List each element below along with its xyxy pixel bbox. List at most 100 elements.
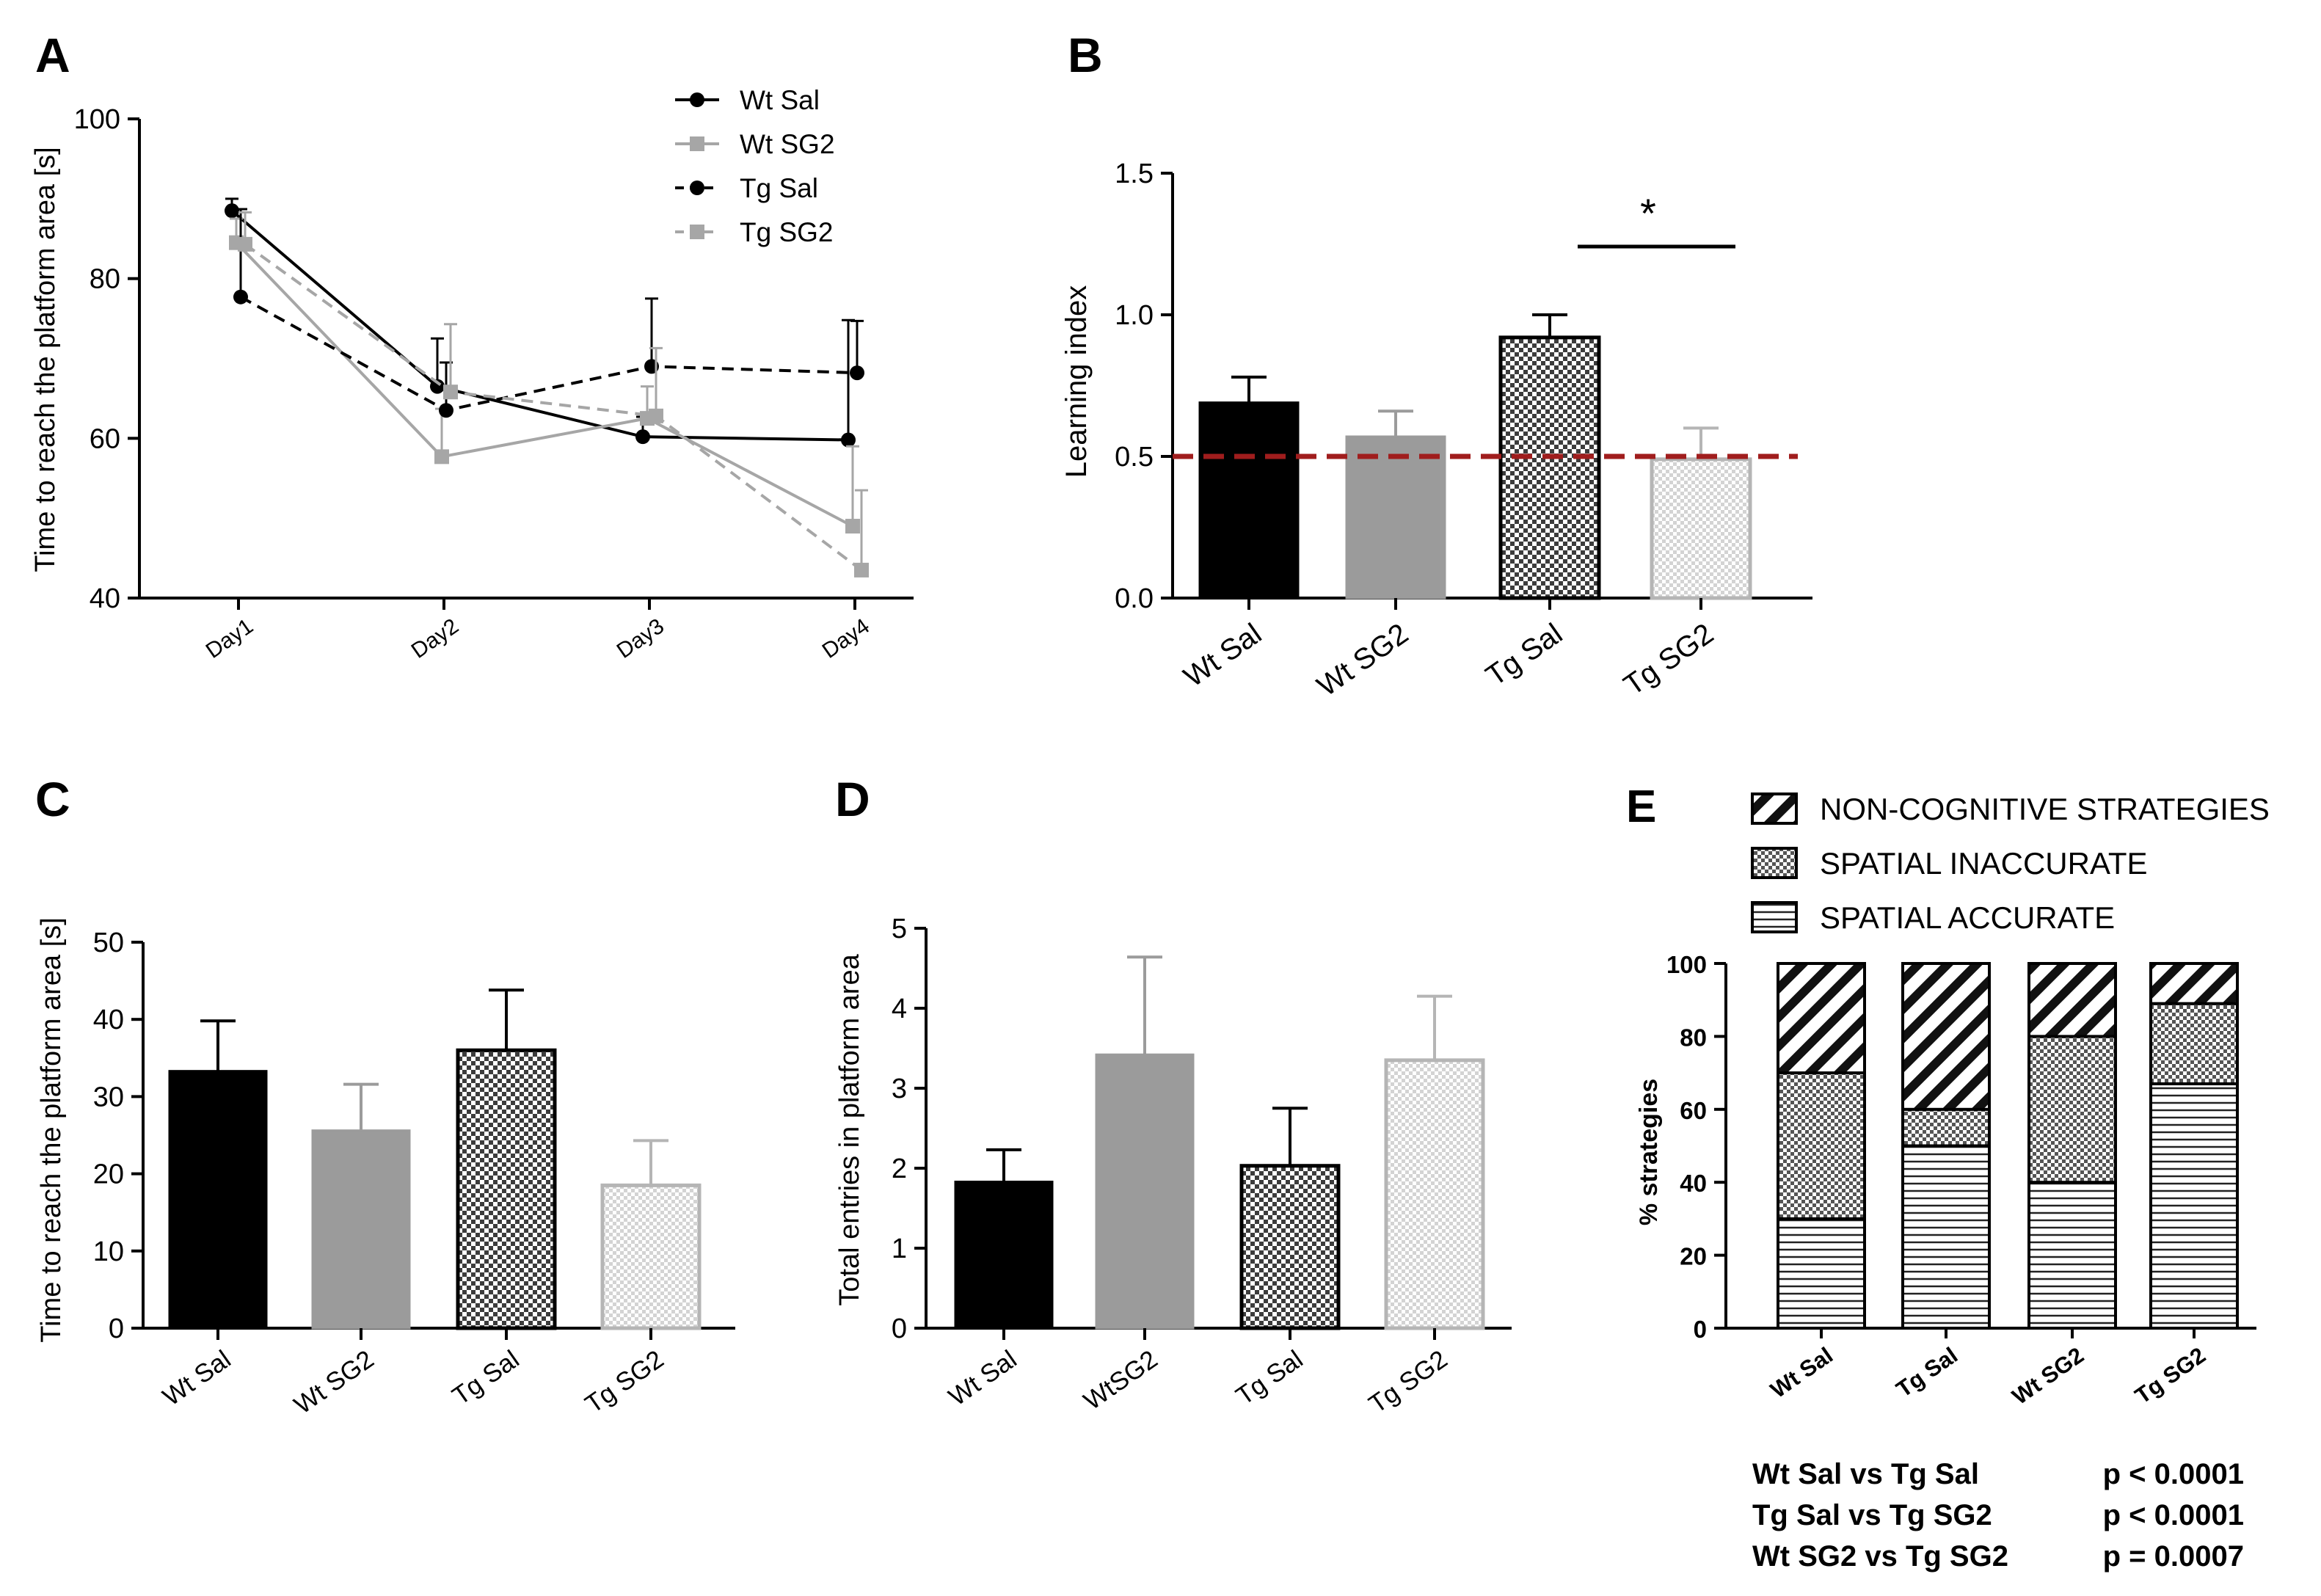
panel-a-x-tick-label: Day4 <box>818 614 874 663</box>
panel-e-stat-pvalue: p < 0.0001 <box>2103 1458 2244 1490</box>
panel-b-bar-chart: 0.0 0.5 1.0 1.5 Wt Sal Wt SG2 Tg Sal Tg SG2 Lear… <box>1060 158 1812 703</box>
panel-c-y-tick-label: 10 <box>93 1236 124 1267</box>
panel-a-series-line <box>235 241 853 528</box>
panel-e-legend-label: NON-COGNITIVE STRATEGIES <box>1820 792 2270 826</box>
panel-d-x-tick-label: Tg SG2 <box>1363 1345 1452 1419</box>
panel-e-stat-comparison: Tg Sal vs Tg SG2 <box>1752 1499 1992 1531</box>
panel-e-stacked-segment <box>2149 962 2239 1005</box>
panel-a-y-tick-label: 80 <box>90 264 120 295</box>
panel-c-y-tick-label: 0 <box>109 1313 124 1344</box>
panel-e-stacked-segment <box>2027 1181 2117 1330</box>
panel-a-series-line <box>244 243 863 572</box>
panel-d-y-axis-title: Total entries in platform area <box>834 953 865 1305</box>
panel-b-y-tick-label: 0.0 <box>1115 583 1154 614</box>
panel-e-legend-swatch <box>1751 901 1798 933</box>
panel-c-y-tick-label: 30 <box>93 1082 124 1112</box>
panel-b-bar <box>1198 401 1300 600</box>
panel-d-x-tick-label: WtSG2 <box>1079 1345 1163 1416</box>
panel-e-stacked-segment <box>1901 1107 1991 1148</box>
panel-e-y-tick-label: 40 <box>1680 1170 1707 1197</box>
panel-a-data-point <box>225 203 239 219</box>
panel-e-legend-swatch <box>1751 792 1798 825</box>
panel-e-y-tick-label: 60 <box>1680 1097 1707 1124</box>
panel-e-stacked-segment <box>1901 1144 1991 1330</box>
panel-a-data-point <box>850 365 864 381</box>
panel-c-y-axis-title: Time to reach the platform area [s] <box>36 917 67 1342</box>
panel-e-legend-label: SPATIAL INACCURATE <box>1820 846 2148 881</box>
panel-a-y-axis-title: Time to reach the platform area [s] <box>30 147 61 572</box>
panel-a-legend-marker <box>690 225 704 239</box>
panel-e-stacked-segment <box>2149 1002 2239 1086</box>
panel-letter-e: E <box>1626 781 1656 832</box>
panel-c-bar <box>168 1070 268 1330</box>
panel-d-y-tick-label: 5 <box>892 914 907 944</box>
panel-b-y-tick-label: 1.0 <box>1115 300 1154 331</box>
panel-d-x-tick-label: Tg Sal <box>1231 1345 1308 1411</box>
panel-a-line-chart: 40 60 80 100 Time to reach the platform area… <box>30 85 914 663</box>
panel-b-x-tick-label: Wt SG2 <box>1311 617 1414 702</box>
panel-letter-a: A <box>35 28 70 82</box>
panel-d-bar <box>1239 1164 1341 1330</box>
panel-a-data-point <box>233 289 248 305</box>
panel-letter-d: D <box>835 772 870 826</box>
panel-e-x-tick-label: Tg Sal <box>1892 1342 1962 1402</box>
panel-e-x-tick-label: Wt Sal <box>1766 1342 1837 1403</box>
panel-letter-c: C <box>35 772 70 826</box>
panel-c-x-tick-label: Tg Sal <box>447 1345 524 1411</box>
panel-e-y-tick-label: 20 <box>1680 1243 1707 1270</box>
panel-a-data-point <box>841 432 856 448</box>
panel-b-bar <box>1345 435 1446 600</box>
panel-d-y-tick-label: 2 <box>892 1154 907 1184</box>
panel-e-y-tick-label: 80 <box>1680 1024 1707 1051</box>
panel-d-bar <box>1384 1058 1485 1330</box>
panel-b-x-tick-label: Tg Sal <box>1480 617 1568 692</box>
panel-b-y-axis-title: Learning index <box>1060 285 1093 478</box>
panel-a-data-point <box>430 379 445 394</box>
panel-e-stat-comparison: Wt SG2 vs Tg SG2 <box>1752 1540 2008 1573</box>
panel-b-bar <box>1650 457 1752 600</box>
panel-a-legend-marker <box>690 181 704 195</box>
panel-c-y-tick-label: 40 <box>93 1005 124 1035</box>
panel-a-legend-label: Wt SG2 <box>740 129 835 159</box>
panel-d-bar <box>1095 1053 1195 1330</box>
panel-e-legend-swatch <box>1751 847 1798 879</box>
panel-e-stacked-segment <box>1901 962 1991 1111</box>
panel-b-y-tick-label: 1.5 <box>1115 158 1154 189</box>
panel-e-stacked-segment <box>1777 1217 1866 1330</box>
panel-b-bar <box>1498 335 1601 600</box>
panel-a-data-point <box>439 403 453 418</box>
panel-d-y-tick-label: 1 <box>892 1234 907 1264</box>
panel-e-y-tick-label: 100 <box>1666 951 1707 978</box>
panel-c-bar <box>600 1183 702 1330</box>
panel-c-x-tick-label: Wt SG2 <box>289 1345 379 1420</box>
panel-a-x-tick-label: Day3 <box>613 614 668 663</box>
panel-a-y-tick-label: 100 <box>74 104 120 135</box>
panel-a-data-point <box>845 519 860 534</box>
panel-a-x-tick-label: Day2 <box>407 614 463 663</box>
panel-e-stat-pvalue: p < 0.0001 <box>2103 1499 2244 1531</box>
panel-e-y-tick-label: 0 <box>1694 1316 1707 1343</box>
panel-c-bar-chart: 0 10 20 30 40 50 Wt Sal Wt SG2 Tg Sal Tg SG2 Time … <box>36 917 735 1420</box>
panel-e-stacked-bar-chart: 0 20 40 60 80 100 % strategies Wt Sal Tg Sal Wt S… <box>1635 792 2270 1573</box>
panel-a-legend-label: Tg Sal <box>740 173 818 203</box>
panel-e-stat-pvalue: p = 0.0007 <box>2103 1540 2244 1573</box>
panel-e-stacked-segment <box>2027 1035 2117 1184</box>
panel-b-significance-label: * <box>1640 190 1656 236</box>
panel-e-stacked-segment <box>2027 962 2117 1038</box>
panel-a-data-point <box>649 408 663 423</box>
panel-a-data-point <box>635 429 650 445</box>
panel-a-y-tick-label: 60 <box>90 423 120 454</box>
panel-d-y-tick-label: 3 <box>892 1074 907 1104</box>
panel-e-x-tick-label: Wt SG2 <box>2008 1342 2088 1410</box>
panel-a-data-point <box>238 236 252 252</box>
panel-e-stacked-segment <box>1777 1071 1866 1220</box>
panel-c-x-tick-label: Tg SG2 <box>580 1345 668 1419</box>
panel-c-y-tick-label: 20 <box>93 1159 124 1190</box>
panel-e-x-tick-label: Tg SG2 <box>2130 1342 2210 1409</box>
panel-e-y-axis-title: % strategies <box>1635 1079 1663 1225</box>
panel-letter-b: B <box>1068 28 1103 82</box>
panel-d-y-tick-label: 0 <box>892 1313 907 1344</box>
panel-d-bar <box>954 1181 1054 1330</box>
panel-a-data-point <box>854 562 869 577</box>
